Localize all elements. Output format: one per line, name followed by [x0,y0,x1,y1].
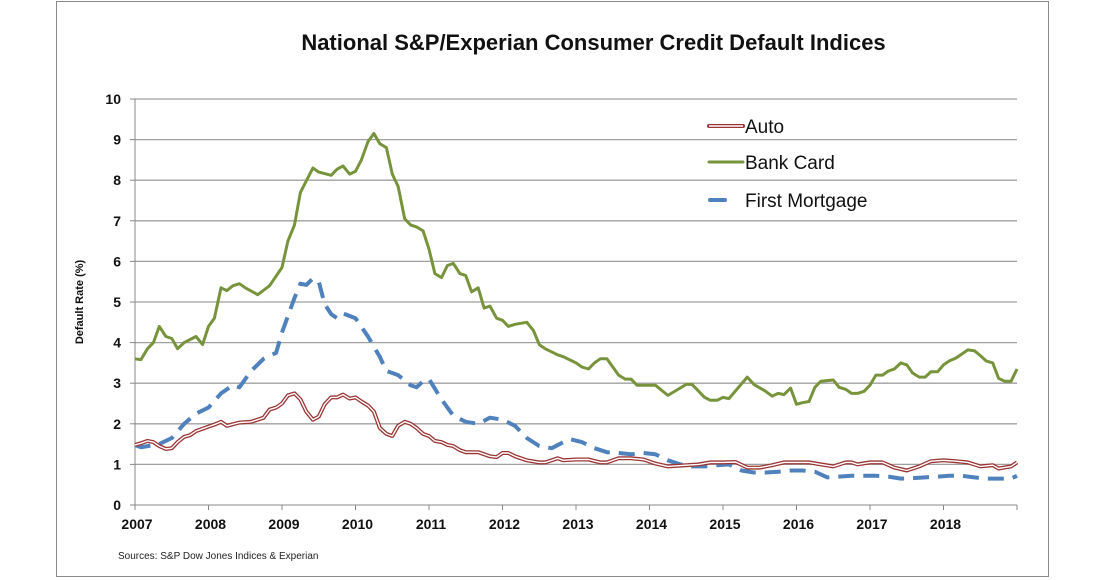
y-tick-label: 10 [105,91,121,107]
sources-note: Sources: S&P Dow Jones Indices & Experia… [118,551,319,562]
legend: Auto Bank Card First Mortgage [707,117,867,212]
y-tick-label: 1 [113,456,121,472]
x-tick-label: 2014 [636,516,667,532]
axes: 0 1 2 3 4 5 6 7 8 9 10 2007 2008 2009 2010 2011 2012 2013… [105,91,1018,532]
x-tick-label: 2010 [342,516,373,532]
series-lines [134,132,1019,481]
y-tick-label: 6 [113,253,121,269]
y-tick-label: 3 [113,375,121,391]
x-tick-label: 2012 [489,516,520,532]
chart-frame [56,1,1049,577]
chart-title: National S&P/Experian Consumer Credit De… [301,30,886,55]
x-tick-label: 2016 [783,516,814,532]
x-tick-label: 2015 [709,516,740,532]
y-tick-label: 8 [113,172,121,188]
legend-label-bank-card: Bank Card [745,153,835,174]
x-tick-label: 2013 [562,516,593,532]
bank-card-series-line [134,132,1019,406]
y-tick-label: 4 [113,335,121,351]
y-tick-label: 9 [113,132,121,148]
legend-label-first-mortgage: First Mortgage [745,191,867,212]
y-tick-label: 0 [113,497,121,513]
y-tick-label: 2 [113,416,121,432]
y-tick-label: 5 [113,294,121,310]
x-tick-label: 2007 [121,516,152,532]
x-tick-label: 2008 [195,516,226,532]
y-axis-label: Default Rate (%) [74,259,86,344]
x-tick-label: 2018 [930,516,961,532]
x-tick-label: 2017 [856,516,887,532]
auto-series-line-inner [134,392,1018,472]
y-tick-label: 7 [113,213,121,229]
x-tick-label: 2009 [268,516,299,532]
first-mortgage-series-line [134,276,1018,481]
legend-label-auto: Auto [745,117,784,138]
x-tick-label: 2011 [416,516,447,532]
